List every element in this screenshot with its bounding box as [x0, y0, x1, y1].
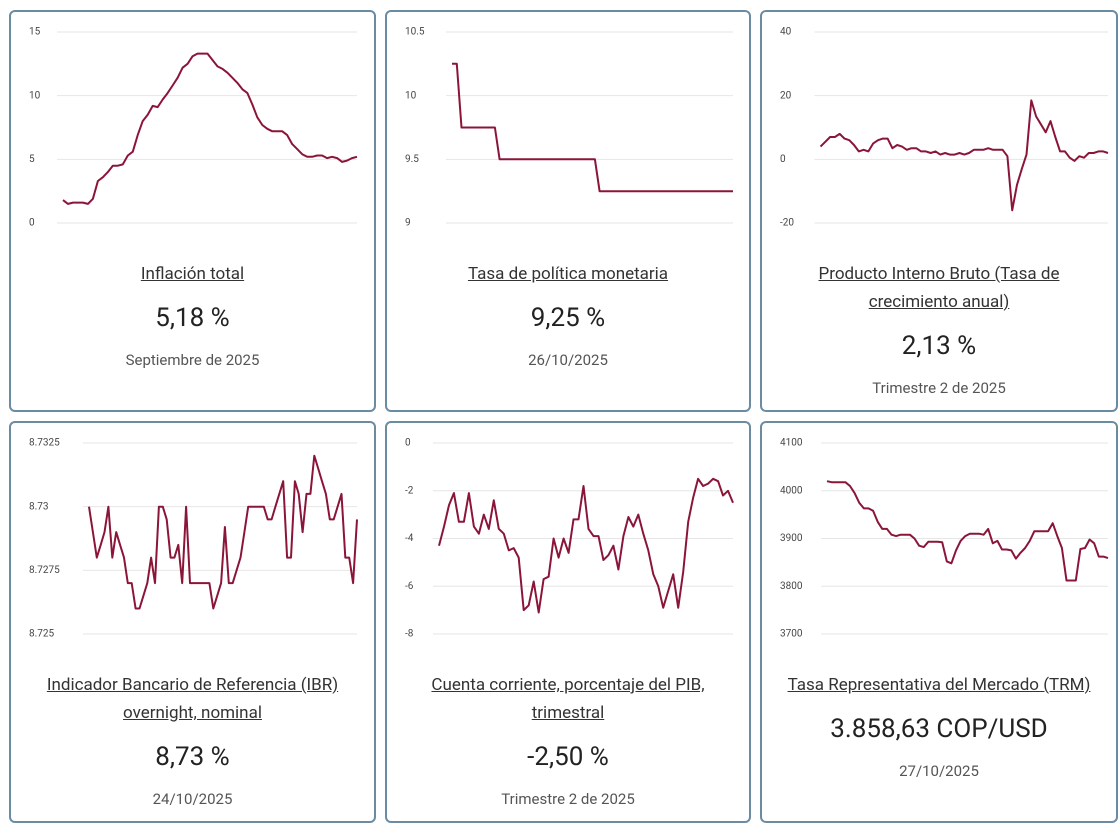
- card-info: Producto Interno Bruto (Tasa de crecimie…: [762, 260, 1116, 400]
- indicator-title-link[interactable]: Producto Interno Bruto (Tasa de crecimie…: [818, 264, 1060, 312]
- indicator-title-link[interactable]: Tasa Representativa del Mercado (TRM): [787, 675, 1091, 695]
- y-tick-label: 15: [29, 27, 41, 38]
- sparkline-chart: 3700 3800 3900 4000 4100: [780, 438, 1109, 640]
- indicator-card: 0 5 10 15 Inflación total 5,18 % Septiembre de…: [9, 10, 376, 412]
- y-tick-label: 10.5: [405, 27, 425, 38]
- y-tick-label: -4: [405, 533, 414, 544]
- y-tick-label: 4100: [780, 438, 803, 449]
- sparkline-chart: -8 -6 -4 -2 0: [405, 438, 734, 640]
- series-line: [452, 62, 733, 193]
- indicator-card: -8 -6 -4 -2 0 Cuenta corriente, porcentaje de…: [385, 421, 751, 823]
- y-tick-label: 0: [405, 438, 411, 449]
- indicator-value: 5,18 %: [155, 303, 230, 333]
- indicator-date: 24/10/2025: [152, 790, 233, 808]
- y-tick-label: 10: [405, 90, 417, 101]
- card-info: Cuenta corriente, porcentaje del PIB, tr…: [387, 671, 749, 811]
- indicator-card: -20 0 20 40 Producto Interno Bruto (Tasa de …: [760, 10, 1118, 412]
- y-tick-label: 8.725: [29, 629, 54, 640]
- y-tick-label: -6: [405, 581, 414, 592]
- card-info: Inflación total 5,18 % Septiembre de 2025: [11, 260, 374, 372]
- y-tick-label: 10: [29, 90, 41, 101]
- series-line: [62, 52, 358, 205]
- y-tick-label: 0: [29, 218, 35, 229]
- series-line: [438, 477, 734, 614]
- indicator-value: -2,50 %: [527, 742, 609, 772]
- y-tick-label: 4000: [780, 485, 803, 496]
- sparkline-chart: 0 5 10 15: [29, 27, 358, 229]
- series-line: [826, 480, 1109, 582]
- y-tick-label: 40: [780, 27, 792, 38]
- y-tick-label: 0: [780, 154, 786, 165]
- card-info: Indicador Bancario de Referencia (IBR) o…: [11, 671, 374, 811]
- y-tick-label: 8.73: [29, 501, 49, 512]
- y-tick-label: 3900: [780, 533, 803, 544]
- indicator-title-link[interactable]: Indicador Bancario de Referencia (IBR) o…: [46, 675, 339, 723]
- indicator-value: 8,73 %: [155, 742, 230, 772]
- indicator-title-link[interactable]: Cuenta corriente, porcentaje del PIB, tr…: [431, 675, 705, 723]
- y-tick-label: -8: [405, 629, 414, 640]
- indicator-value: 3.858,63 COP/USD: [830, 714, 1048, 744]
- indicator-card: 8.725 8.7275 8.73 8.7325 Indicador Bancario …: [9, 421, 376, 823]
- y-tick-label: -2: [405, 485, 414, 496]
- indicator-date: 27/10/2025: [899, 762, 979, 780]
- indicator-card: 3700 3800 3900 4000 4100 Tasa Representativa …: [760, 421, 1118, 823]
- series-line: [819, 99, 1109, 212]
- indicator-title-link[interactable]: Inflación total: [140, 264, 245, 284]
- y-tick-label: 5: [29, 154, 35, 165]
- indicator-date: Trimestre 2 de 2025: [501, 790, 635, 808]
- y-tick-label: 8.7275: [29, 565, 60, 576]
- sparkline-chart: -20 0 20 40: [780, 27, 1109, 229]
- y-tick-label: 3800: [780, 581, 803, 592]
- indicator-date: 26/10/2025: [528, 351, 608, 369]
- indicator-value: 2,13 %: [901, 331, 977, 361]
- card-info: Tasa Representativa del Mercado (TRM) 3.8…: [762, 671, 1116, 783]
- series-line: [88, 454, 358, 610]
- y-tick-label: 3700: [780, 629, 803, 640]
- y-tick-label: 9: [405, 218, 411, 229]
- indicator-title-link[interactable]: Tasa de política monetaria: [467, 264, 669, 284]
- y-tick-label: -20: [780, 218, 794, 229]
- sparkline-chart: 9 9.5 10 10.5: [405, 27, 733, 229]
- indicator-date: Septiembre de 2025: [125, 351, 260, 369]
- sparkline-chart: 8.725 8.7275 8.73 8.7325: [29, 438, 358, 640]
- y-tick-label: 20: [780, 90, 792, 101]
- y-tick-label: 8.7325: [29, 438, 60, 449]
- indicator-value: 9,25 %: [530, 303, 606, 333]
- y-tick-label: 9.5: [405, 154, 419, 165]
- indicator-date: Trimestre 2 de 2025: [872, 379, 1006, 397]
- card-info: Tasa de política monetaria 9,25 % 26/10/20…: [387, 260, 749, 372]
- indicator-card: 9 9.5 10 10.5 Tasa de política monetaria 9,25…: [385, 10, 751, 412]
